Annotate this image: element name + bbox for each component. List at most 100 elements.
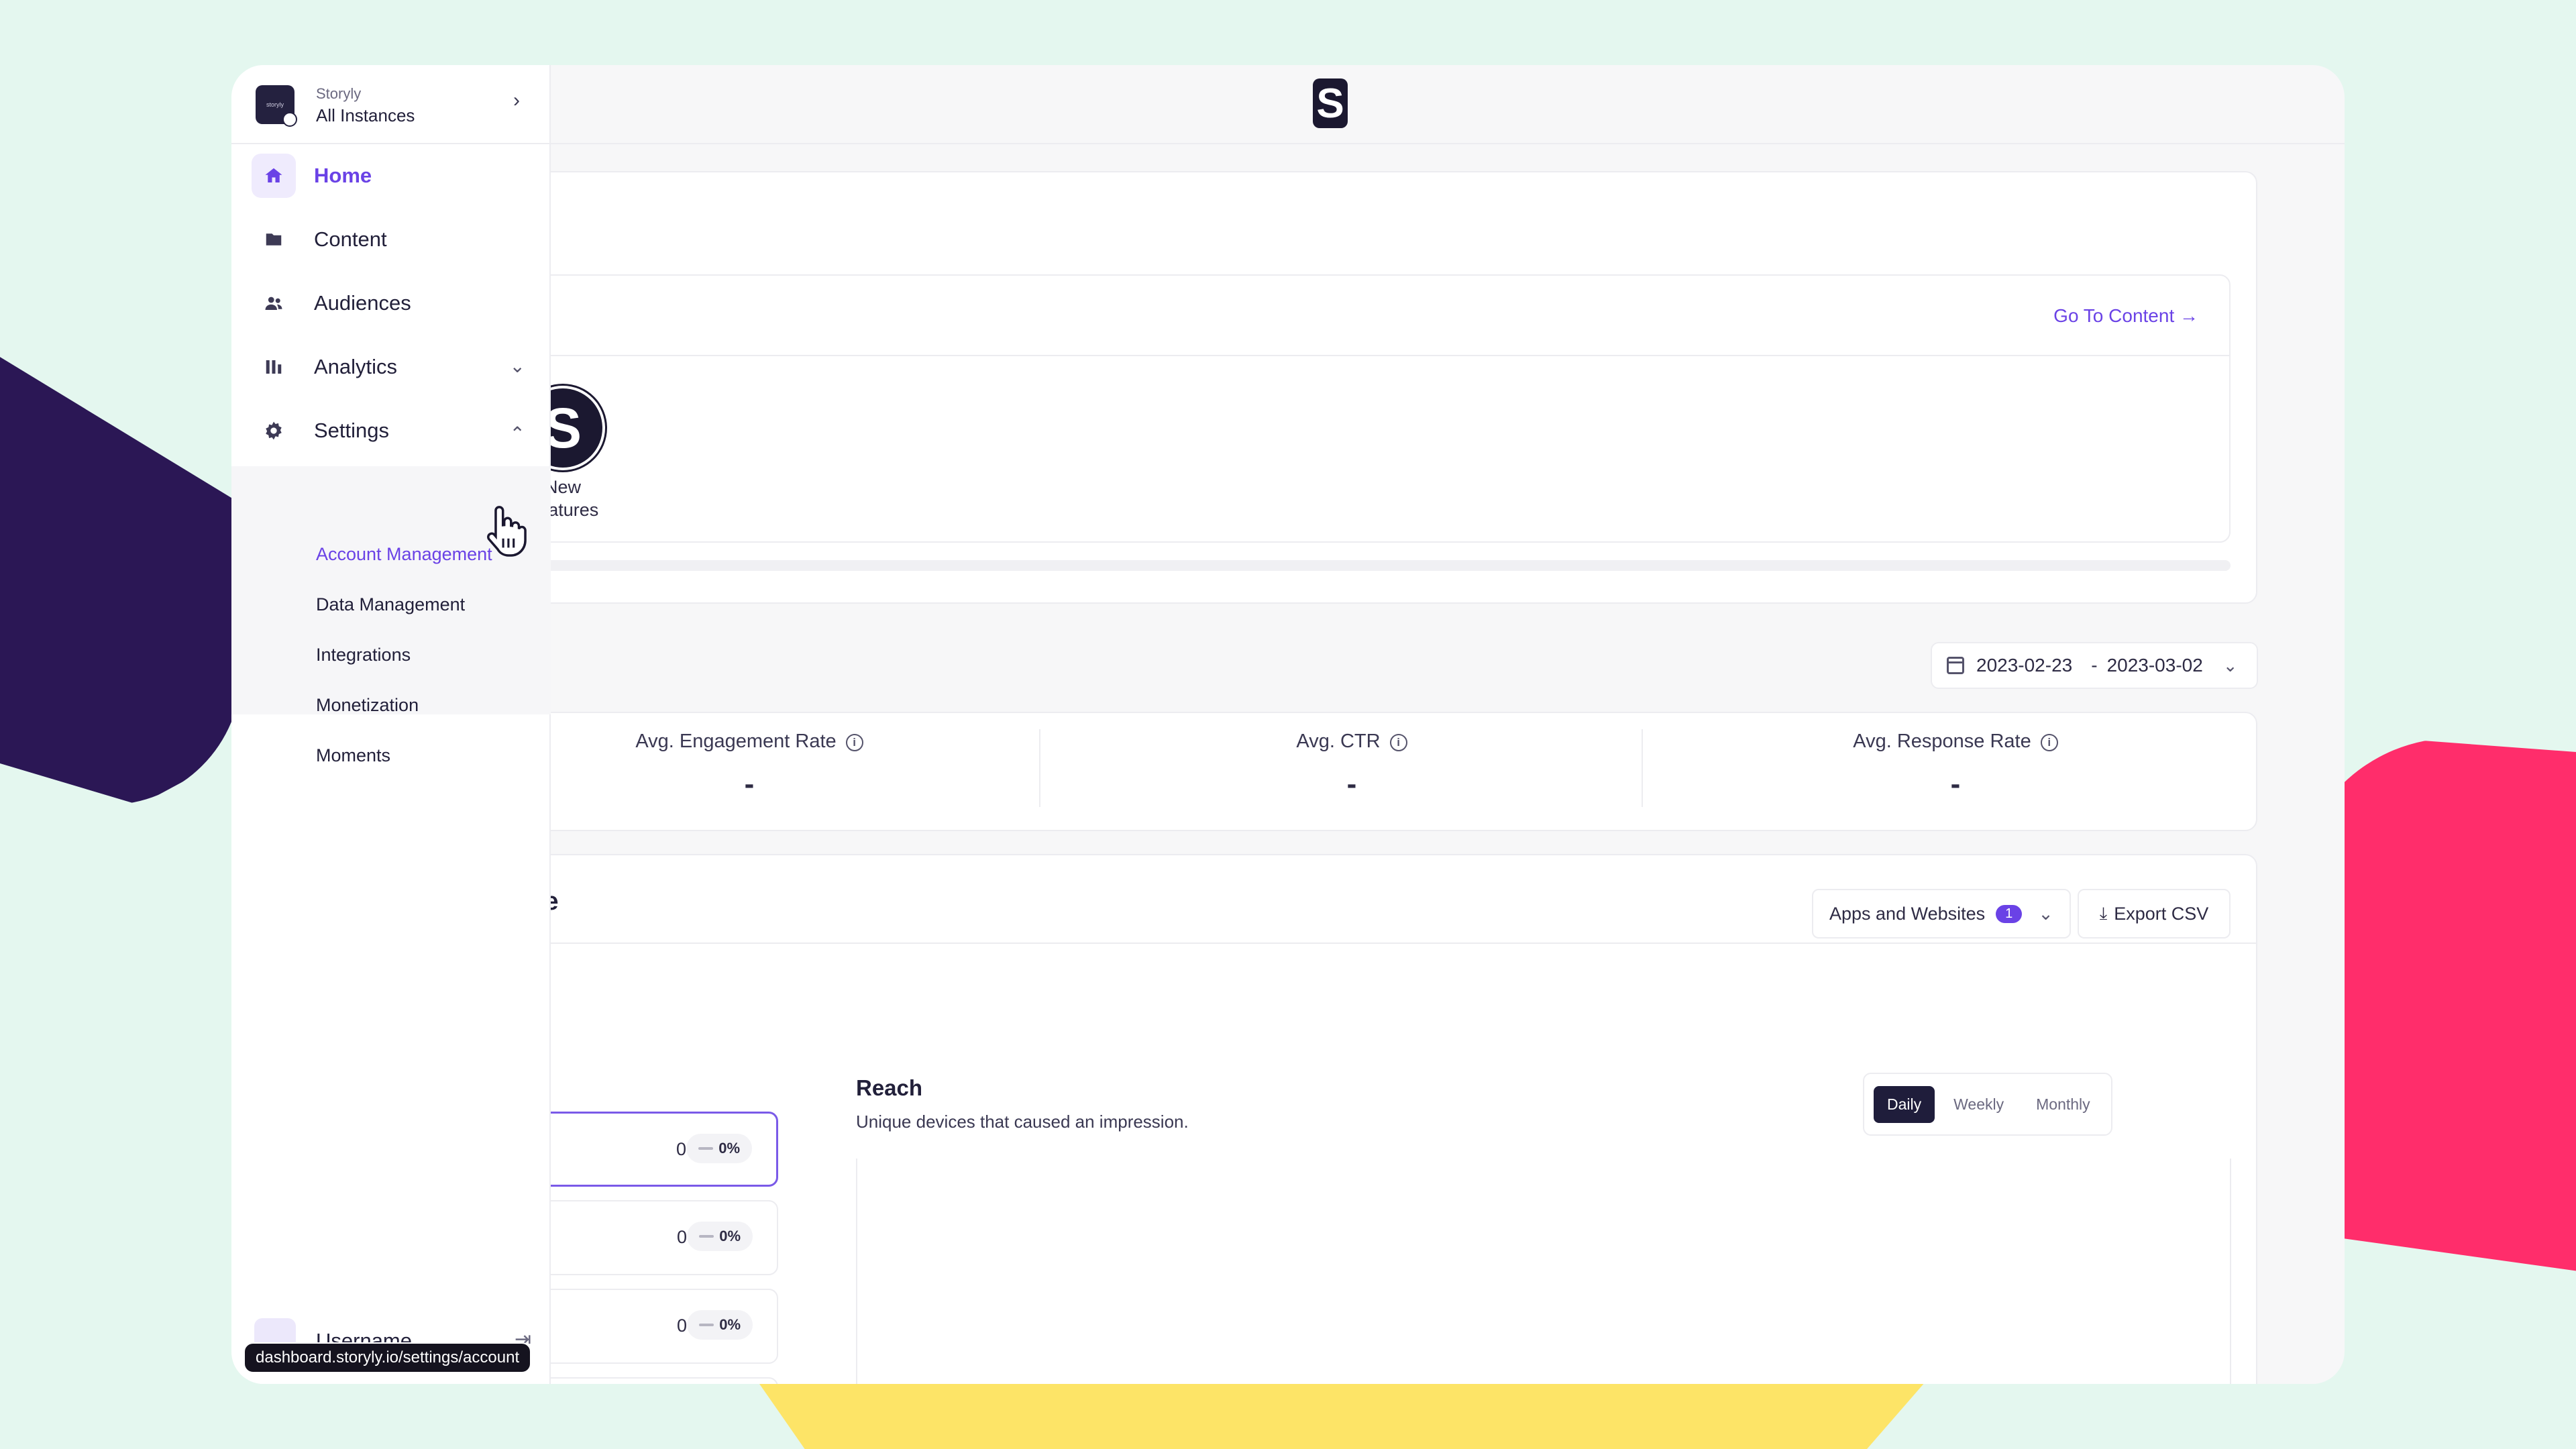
chevron-right-icon: ›	[513, 89, 520, 111]
stat-value: 0	[676, 1139, 686, 1159]
app-window: S ult Go To Content → S New Features	[231, 65, 2345, 1384]
chevron-down-icon: ⌄	[2038, 903, 2053, 924]
home-icon	[252, 154, 296, 198]
dash-icon	[699, 1324, 714, 1326]
decorative-yellow-shape	[758, 1382, 1925, 1449]
hand-pointer-cursor-icon	[487, 506, 527, 557]
metrics-card: Avg. Engagement Rate i - Avg. CTR i - Avg.…	[513, 712, 2257, 831]
story-group-panel: ult Go To Content → S New Features	[515, 274, 2231, 543]
stat-pct: 0%	[719, 1228, 741, 1244]
period-weekly-button[interactable]: Weekly	[1953, 1095, 2004, 1113]
sidebar-item-label: Settings	[314, 419, 390, 442]
stat-pct: 0%	[718, 1140, 740, 1157]
settings-submenu: Account Management Data Management Integ…	[231, 466, 551, 765]
divider	[1039, 729, 1040, 807]
submenu-monetization[interactable]: Monetization	[316, 695, 419, 715]
performance-card: nce Apps and Websites 1 ⌄ ⤓ Export CSV 0…	[513, 854, 2257, 1384]
horizontal-scrollbar[interactable]	[515, 560, 2231, 571]
sidebar-item-content[interactable]: Content	[252, 213, 533, 266]
gear-icon	[252, 409, 296, 453]
instance-avatar: storyly	[256, 85, 297, 127]
folder-icon	[252, 217, 296, 262]
export-csv-button[interactable]: ⤓ Export CSV	[2078, 889, 2231, 938]
export-csv-label: Export CSV	[2114, 903, 2209, 924]
stat-row[interactable]: 0 0%	[515, 1112, 778, 1187]
stat-change-badge: 0%	[687, 1222, 753, 1251]
submenu-moments[interactable]: Moments	[316, 745, 391, 765]
metric-label: Avg. Response Rate i	[1654, 731, 2257, 753]
apps-and-websites-select[interactable]: Apps and Websites 1 ⌄	[1812, 889, 2071, 938]
period-monthly-button[interactable]: Monthly	[2036, 1095, 2090, 1113]
metric-label-text: Avg. Response Rate	[1853, 731, 2031, 752]
instance-name: All Instances	[316, 105, 415, 125]
info-icon[interactable]: i	[1389, 734, 1407, 751]
arrow-right-icon: →	[2180, 305, 2198, 326]
sidebar-item-audiences[interactable]: Audiences	[252, 276, 533, 330]
instance-org: Storyly	[316, 85, 362, 102]
reach-title: Reach	[856, 1075, 923, 1100]
dash-icon	[698, 1147, 714, 1150]
sidebar: storyly Storyly All Instances › Home Con…	[231, 65, 551, 1384]
sidebar-item-settings[interactable]: Settings ⌃	[252, 404, 533, 458]
stat-change-badge: 0%	[686, 1134, 752, 1163]
chevron-up-icon: ⌃	[509, 423, 525, 444]
sidebar-item-label: Analytics	[314, 355, 398, 378]
chevron-down-icon: ⌄	[509, 356, 525, 376]
instance-avatar-text: storyly	[266, 101, 284, 108]
date-separator: -	[2091, 655, 2098, 676]
sidebar-item-label: Audiences	[314, 291, 411, 315]
users-icon	[252, 281, 296, 325]
stat-value: 0	[676, 1316, 687, 1336]
decorative-purple-shape	[0, 349, 241, 805]
dash-icon	[699, 1235, 714, 1238]
metric-label: Avg. CTR i	[1050, 731, 1654, 753]
date-end: 2023-03-02	[2106, 655, 2203, 676]
sidebar-item-label: Content	[314, 227, 387, 251]
calendar-icon	[1947, 657, 1964, 674]
bar-chart-icon	[252, 345, 296, 389]
reach-chart-area	[856, 1159, 2231, 1384]
performance-header: nce Apps and Websites 1 ⌄ ⤓ Export CSV	[515, 855, 2256, 944]
info-icon[interactable]: i	[845, 734, 863, 751]
period-toggle: Daily Weekly Monthly	[1863, 1073, 2112, 1136]
info-icon[interactable]: i	[2040, 734, 2058, 751]
go-to-content-label: Go To Content	[2053, 305, 2175, 326]
metric-value: -	[1346, 767, 1357, 800]
stat-row[interactable]: rs 0 0%	[515, 1377, 778, 1384]
sidebar-item-analytics[interactable]: Analytics ⌄	[252, 340, 533, 394]
top-bar: S	[231, 65, 2345, 144]
period-daily-button[interactable]: Daily	[1874, 1085, 1935, 1123]
story-group-header: ult Go To Content →	[516, 276, 2229, 356]
chevron-down-icon: ⌄	[2222, 655, 2238, 676]
stat-pct: 0%	[719, 1316, 741, 1333]
metric-label-text: Avg. Engagement Rate	[635, 731, 837, 752]
metric-value: -	[744, 767, 755, 800]
sidebar-item-home[interactable]: Home	[252, 149, 533, 203]
instance-switcher[interactable]: storyly Storyly All Instances ›	[231, 65, 551, 144]
stat-row[interactable]: 0 0%	[515, 1200, 778, 1275]
stat-change-badge: 0%	[687, 1310, 753, 1340]
metric-response-rate: Avg. Response Rate i -	[1654, 731, 2257, 801]
submenu-account-management[interactable]: Account Management	[316, 544, 492, 564]
go-to-content-link[interactable]: Go To Content →	[2053, 305, 2198, 327]
stories-card: ult Go To Content → S New Features	[513, 171, 2257, 604]
metric-label-text: Avg. CTR	[1296, 731, 1381, 752]
stat-value: 0	[676, 1227, 687, 1247]
date-range-picker[interactable]: 2023-02-23 - 2023-03-02 ⌄	[1931, 642, 2258, 689]
submenu-integrations[interactable]: Integrations	[316, 645, 411, 665]
date-start: 2023-02-23	[1976, 655, 2073, 676]
divider	[1642, 729, 1643, 807]
metric-ctr: Avg. CTR i -	[1050, 731, 1654, 801]
submenu-data-management[interactable]: Data Management	[316, 594, 466, 614]
metric-label: Avg. Engagement Rate i	[447, 731, 1051, 753]
reach-subtitle: Unique devices that caused an impression…	[856, 1112, 1189, 1132]
link-url-tooltip: dashboard.storyly.io/settings/account	[244, 1342, 532, 1373]
storyly-logo[interactable]: S	[1313, 78, 1348, 128]
apps-select-label: Apps and Websites	[1829, 903, 1986, 924]
sidebar-item-label: Home	[314, 164, 372, 187]
metric-value: -	[1950, 767, 1961, 800]
apps-count-badge: 1	[1996, 904, 2023, 923]
metric-engagement-rate: Avg. Engagement Rate i -	[447, 731, 1051, 801]
download-icon: ⤓	[2099, 903, 2108, 923]
stat-row[interactable]: 0 0%	[515, 1289, 778, 1364]
